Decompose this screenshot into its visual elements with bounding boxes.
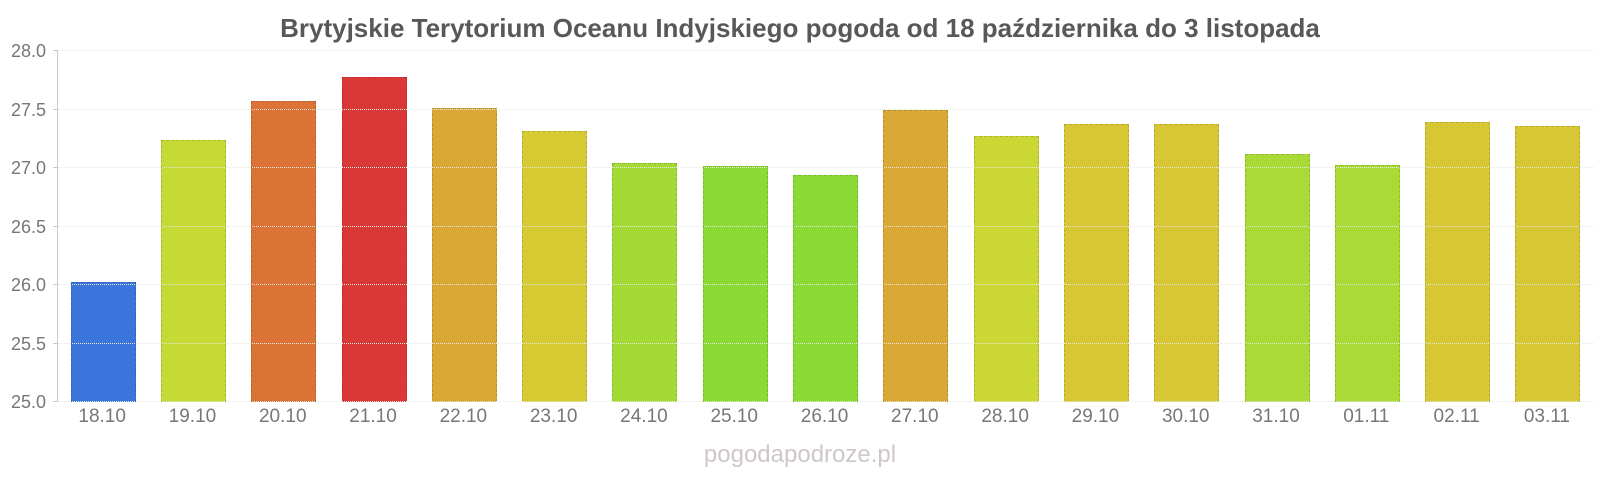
bar-31.10 [1244,153,1310,402]
x-axis-tick-label: 03.11 [1523,406,1570,427]
y-axis-tick-label: 27.5 [10,99,46,120]
y-axis-tick-label: 25.5 [10,333,46,354]
bar-slot [1412,51,1502,402]
gridline [53,108,1593,110]
gridline [53,401,1593,402]
x-axis: 18.10 19.10 20.10 21.10 22.10 23.10 24.10 25.10… [57,406,1592,428]
x-axis-tick-label: 18.10 [78,406,126,427]
bar-27.10 [883,109,949,402]
y-axis-tick-mark [53,284,58,285]
bar-18.10 [70,281,136,402]
bar-30.10 [1154,123,1220,402]
bars [58,51,1593,402]
gridline [53,50,1593,51]
x-axis-tick-label: 30.10 [1161,406,1210,427]
bar-slot [509,51,599,402]
y-axis: 25.0 25.5 26.0 26.5 27.0 27.5 28.0 [0,42,50,411]
bar-19.10 [160,139,226,402]
bar-21.10 [341,76,407,402]
y-axis-tick-label: 26.5 [10,216,46,237]
gridline [53,342,1593,344]
x-axis-tick-label: 22.10 [439,406,488,427]
bar-28.10 [973,136,1039,402]
x-axis-tick-label: 25.10 [710,406,758,427]
y-axis-tick-mark [53,225,58,227]
bar-24.10 [612,163,678,402]
bar-slot [1142,51,1232,402]
x-axis-tick-label: 21.10 [349,406,397,427]
bar-slot [690,51,780,402]
bar-26.10 [793,175,859,402]
bar-slot [1232,51,1322,402]
y-axis-tick-label: 27.0 [10,158,46,178]
bar-slot [961,51,1051,402]
y-axis-tick-label: 25.0 [10,392,46,412]
y-axis-tick-label: 26.0 [10,275,46,295]
x-axis-tick-label: 02.11 [1433,406,1480,427]
x-axis-tick-label: 23.10 [529,406,578,427]
x-axis-tick-label: 26.10 [800,406,849,427]
bar-23.10 [522,130,588,402]
bar-20.10 [251,101,317,402]
bar-slot [329,51,419,402]
gridline [53,225,1593,227]
gridline [53,167,1593,168]
y-axis-tick-label: 28.0 [10,41,46,61]
bar-22.10 [431,108,497,402]
x-axis-tick-label: 28.10 [981,406,1029,427]
chart-title: Brytyjskie Terytorium Oceanu Indyjskiego… [280,13,1320,43]
bar-slot [1503,51,1593,402]
watermark: pogodapodroze.pl [703,441,897,468]
bar-02.11 [1425,122,1491,402]
y-axis-tick-mark [53,50,58,51]
y-axis-tick-mark [53,342,58,344]
bar-01.11 [1334,164,1400,402]
bar-slot [419,51,509,402]
bar-slot [600,51,690,402]
x-axis-tick-label: 19.10 [168,406,217,427]
bar-slot [148,51,238,402]
x-axis-tick-label: 27.10 [891,406,939,427]
bar-29.10 [1063,123,1129,402]
bar-slot [239,51,329,402]
bar-slot [1051,51,1141,402]
bar-03.11 [1515,125,1581,402]
plot-area [53,50,1593,402]
x-axis-tick-label: 20.10 [258,406,307,427]
x-axis-tick-label: 01.11 [1343,406,1390,427]
x-axis-tick-label: 29.10 [1071,406,1120,427]
gridline [53,284,1593,285]
bar-25.10 [702,165,768,402]
bar-slot [1322,51,1412,402]
bar-slot [871,51,961,402]
y-axis-tick-mark [53,108,58,110]
bar-slot [780,51,870,402]
x-axis-tick-label: 24.10 [620,406,668,427]
y-axis-tick-mark [53,167,58,168]
y-axis-tick-mark [53,401,58,402]
bar-slot [58,51,148,402]
x-axis-tick-label: 31.10 [1252,406,1300,427]
